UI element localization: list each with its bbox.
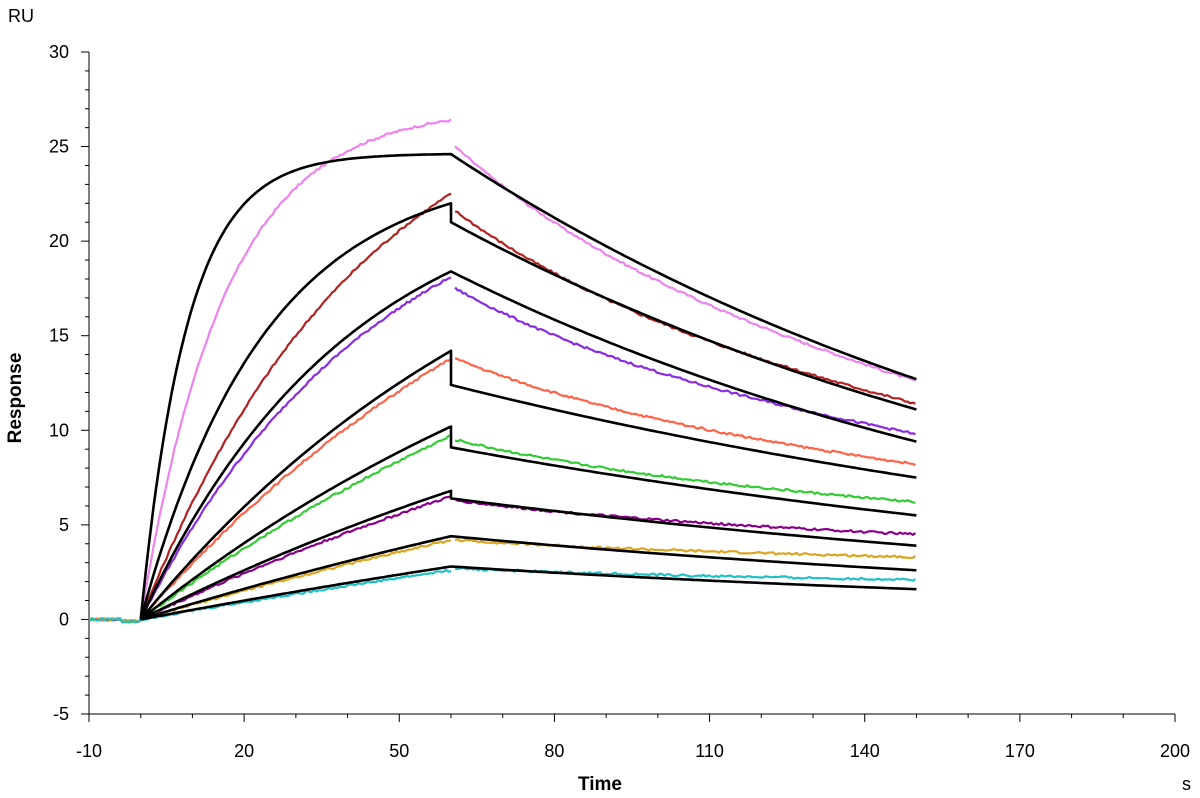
y-tick-label: 15 — [49, 326, 69, 346]
fit-curve — [139, 349, 917, 621]
y-axis-title: Response — [5, 353, 26, 444]
x-tick-label: 200 — [1160, 741, 1190, 761]
x-tick-label: 110 — [695, 741, 724, 761]
y-tick-label: 30 — [49, 42, 69, 62]
y-tick-label: 20 — [49, 231, 69, 251]
measured-dissociation-curve — [454, 357, 916, 466]
y-tick-label: 25 — [49, 137, 69, 157]
y-tick-label: -5 — [53, 704, 69, 724]
x-tick-label: 20 — [234, 741, 254, 761]
fit-curves — [139, 152, 917, 621]
y-tick-label: 10 — [49, 420, 69, 440]
measured-dissociation-curve — [454, 210, 916, 405]
measured-dissociation-curve — [454, 498, 917, 536]
fit-curve — [140, 534, 917, 621]
measured-dissociation-curve — [454, 438, 916, 505]
fit-curve — [139, 152, 917, 620]
x-axis-title: Time — [578, 774, 622, 795]
fit-curve — [140, 565, 917, 621]
axes: -5 0 5 10 15 20 25 30 -10 20 50 80 110 140 170 200 — [49, 42, 1190, 761]
measured-dissociation-curve — [454, 145, 916, 382]
x-tick-label: 140 — [850, 741, 880, 761]
fit-curve — [139, 425, 917, 621]
y-tick-label: 5 — [59, 515, 69, 535]
measured-dissociation-curve — [454, 286, 916, 436]
fit-curve — [140, 489, 917, 621]
y-unit-label: RU — [8, 6, 34, 26]
fit-curve — [139, 270, 917, 620]
x-unit-label: s — [1182, 774, 1191, 794]
x-tick-label: 50 — [389, 741, 409, 761]
measured-association-curve — [89, 118, 452, 624]
fit-curve — [139, 202, 917, 620]
measured-association-curve — [88, 276, 452, 624]
x-tick-label: -10 — [76, 741, 102, 761]
x-tick-label: 170 — [1005, 741, 1035, 761]
y-tick-label: 0 — [59, 609, 69, 629]
x-tick-label: 80 — [544, 741, 564, 761]
